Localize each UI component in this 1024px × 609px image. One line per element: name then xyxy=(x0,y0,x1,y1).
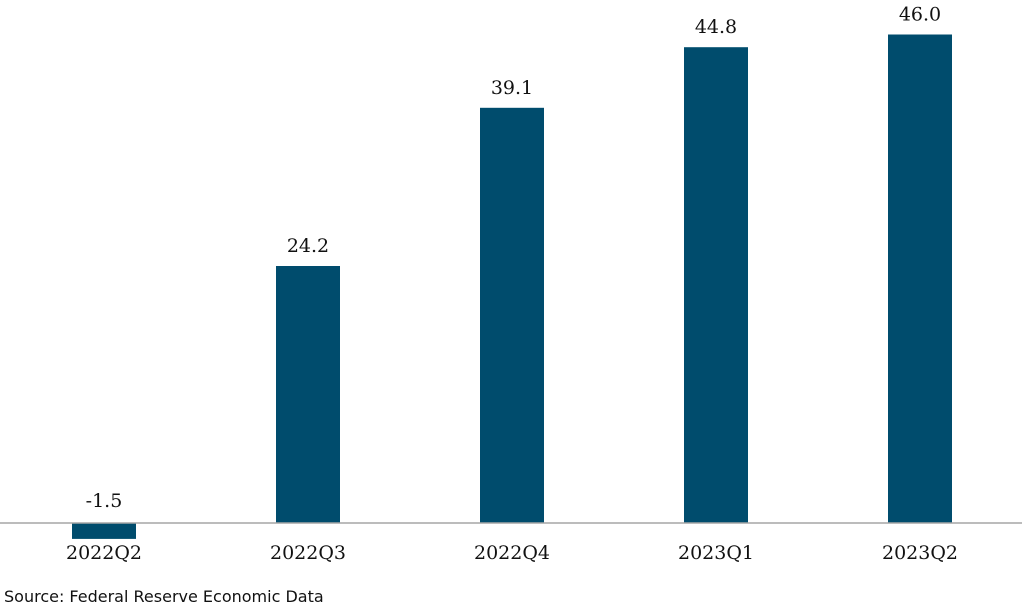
x-tick-label-2022Q3: 2022Q3 xyxy=(270,542,346,564)
x-tick-label-2022Q4: 2022Q4 xyxy=(474,542,550,564)
bar-2022Q4 xyxy=(480,107,544,524)
bar-2023Q2 xyxy=(888,34,952,523)
bar-2023Q1 xyxy=(684,47,748,523)
data-label-2023Q1: 44.8 xyxy=(695,16,737,38)
source-note: Source: Federal Reserve Economic Data xyxy=(4,587,324,606)
data-label-2023Q2: 46.0 xyxy=(899,3,941,25)
bar-2022Q3 xyxy=(276,266,340,523)
x-tick-label-2023Q1: 2023Q1 xyxy=(678,542,754,564)
x-tick-label-2022Q2: 2022Q2 xyxy=(66,542,142,564)
data-label-2022Q4: 39.1 xyxy=(491,77,533,99)
bar-2022Q2 xyxy=(72,523,136,539)
x-tick-label-2023Q2: 2023Q2 xyxy=(882,542,958,564)
data-label-2022Q3: 24.2 xyxy=(287,235,329,257)
data-label-2022Q2: -1.5 xyxy=(86,490,123,512)
